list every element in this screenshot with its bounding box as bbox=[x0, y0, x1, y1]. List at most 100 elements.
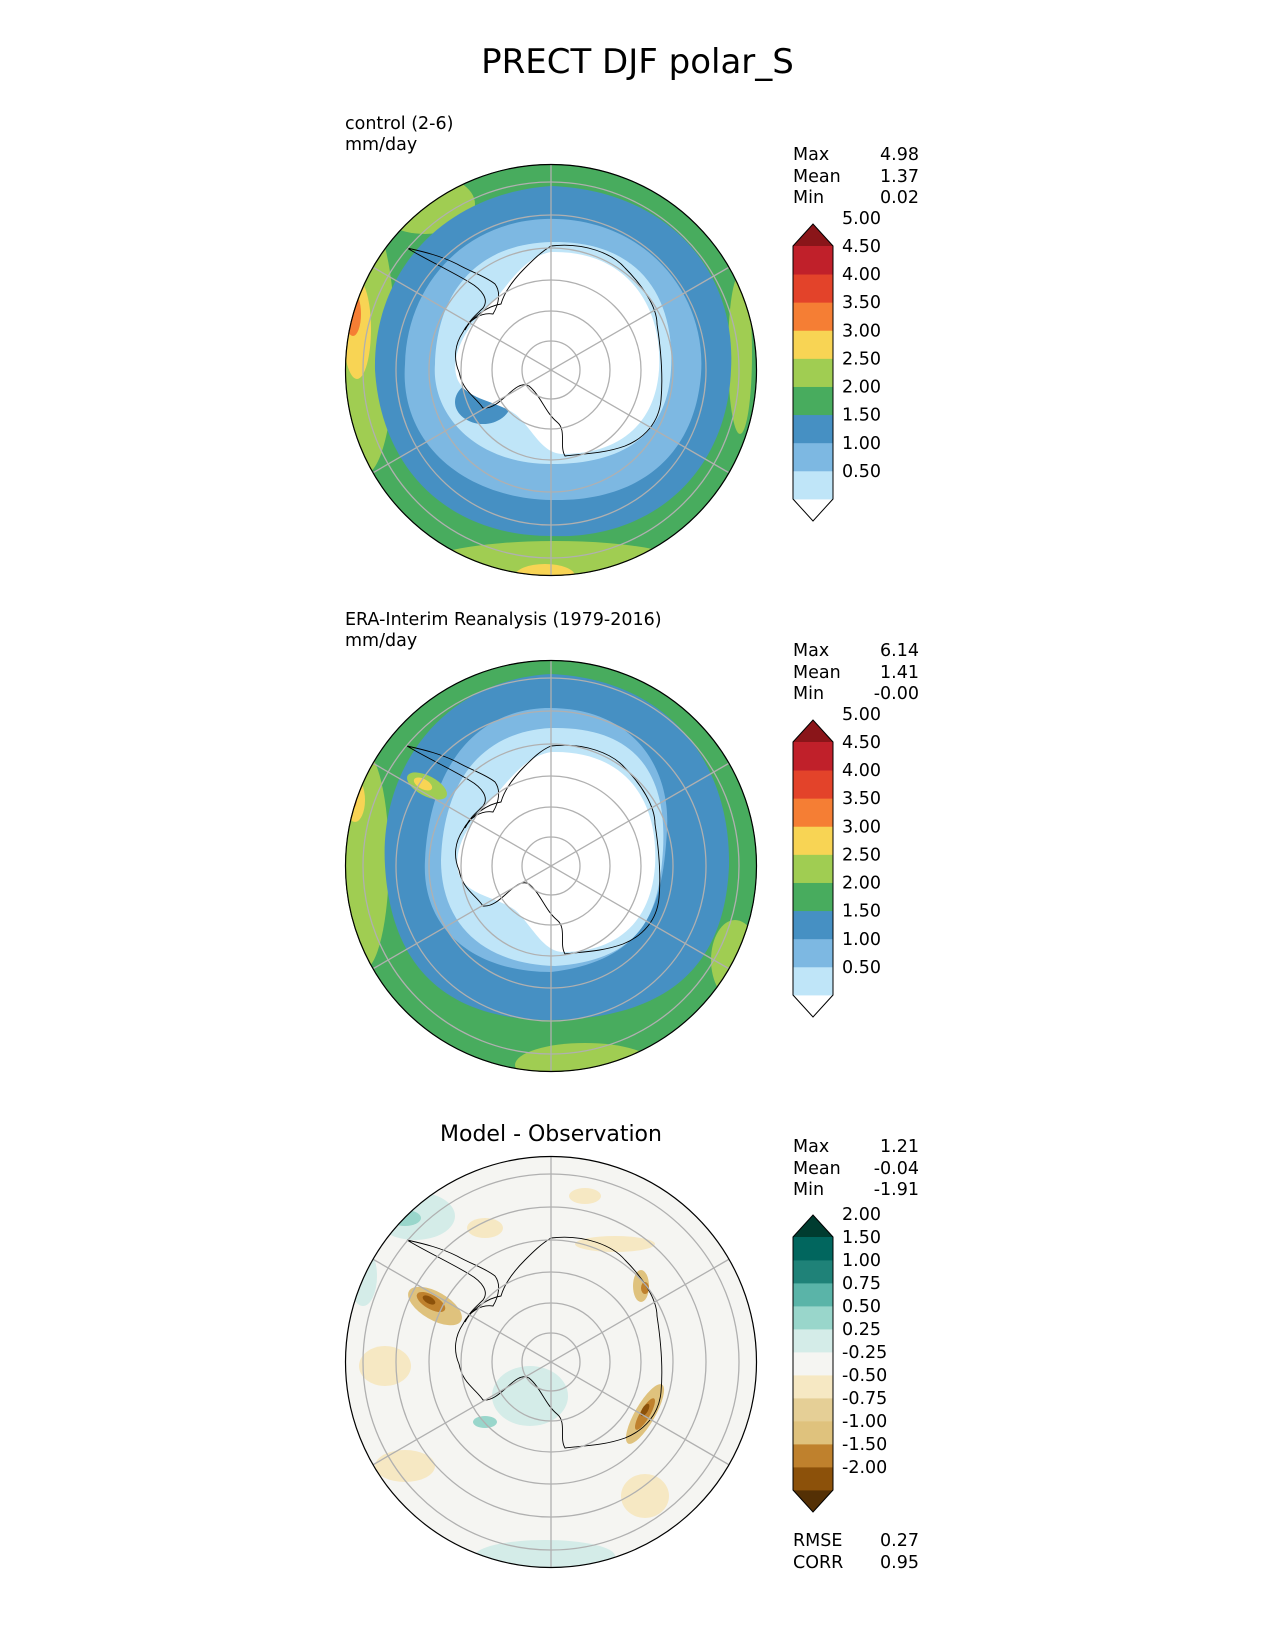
region-tan bbox=[375, 1450, 435, 1482]
colorbar-tick-label: 3.00 bbox=[842, 817, 881, 837]
graticule bbox=[362, 1156, 740, 1568]
stat-name: Min bbox=[793, 188, 825, 208]
colorbar-tick-label: 3.50 bbox=[842, 789, 881, 809]
colorbar-tick-label: -1.50 bbox=[842, 1435, 887, 1455]
region-tan bbox=[359, 1346, 411, 1386]
stat-name: Mean bbox=[793, 662, 841, 683]
colorbar-difference: -2.00 -1.50 -1.00 -0.75 -0.50 -0.25 0.25 0.50 0.… bbox=[792, 1205, 887, 1513]
polar-map-test bbox=[344, 163, 758, 577]
stat-value: 6.14 bbox=[880, 641, 919, 661]
panel-reference-label: ERA-Interim Reanalysis (1979-2016) mm/da… bbox=[345, 610, 662, 652]
colorbar-tick-label: -0.25 bbox=[842, 1343, 887, 1363]
colorbar-extend-max bbox=[793, 1215, 833, 1237]
graticule bbox=[362, 660, 740, 1072]
colorbar-bin bbox=[793, 1375, 833, 1399]
stat-name: Min bbox=[793, 1180, 825, 1200]
colorbar-bin bbox=[793, 1421, 833, 1445]
region-tan bbox=[467, 1218, 503, 1238]
colorbar-bin bbox=[793, 442, 833, 472]
colorbar-tick-label: 0.50 bbox=[842, 462, 881, 482]
stats-difference: Max 1.21 Mean -0.04 Min -1.91 bbox=[793, 1137, 919, 1202]
colorbar-bin bbox=[793, 358, 833, 387]
stat-value: 1.21 bbox=[880, 1137, 919, 1157]
metric-value: 0.95 bbox=[880, 1552, 919, 1573]
colorbar-bin bbox=[793, 1444, 833, 1468]
colorbar-tick-label: -2.00 bbox=[842, 1458, 887, 1478]
region-brown-coast bbox=[640, 1403, 650, 1417]
stat-name: Max bbox=[793, 145, 830, 165]
colorbar-tick-label: -0.75 bbox=[842, 1389, 887, 1409]
panel-reference-name: ERA-Interim Reanalysis (1979-2016) bbox=[345, 610, 662, 630]
colorbar-bin bbox=[793, 274, 833, 303]
coastline bbox=[406, 244, 663, 457]
colorbar-tick-label: 5.00 bbox=[842, 705, 881, 725]
stat-value: 1.41 bbox=[880, 662, 919, 683]
colorbar-bin bbox=[793, 246, 833, 275]
colorbar-tick-label: 2.00 bbox=[842, 1205, 881, 1225]
region-tan bbox=[621, 1474, 669, 1518]
stat-name: Max bbox=[793, 641, 830, 661]
colorbar-bin bbox=[793, 1352, 833, 1376]
stat-value: -1.91 bbox=[873, 1180, 919, 1200]
colorbar-outline bbox=[792, 719, 834, 1018]
colorbar-bin bbox=[793, 882, 833, 912]
colorbar-tick-label: 4.00 bbox=[842, 265, 881, 285]
colorbar-tick-label: 2.50 bbox=[842, 349, 881, 369]
colorbar-tick-label: 1.00 bbox=[842, 930, 881, 950]
polar-map-reference bbox=[344, 659, 758, 1073]
region-yellow-peninsula bbox=[413, 777, 433, 791]
coastline bbox=[406, 744, 661, 955]
colorbar-tick-label: 0.50 bbox=[842, 1297, 881, 1317]
colorbar-reference: 0.50 1.00 1.50 2.00 2.50 3.00 3.50 4.00 4.50 5.00 bbox=[792, 705, 881, 1018]
colorbar-bin bbox=[793, 1283, 833, 1307]
colorbar-tick-label: 0.75 bbox=[842, 1274, 881, 1294]
panel-reference-units: mm/day bbox=[345, 631, 418, 651]
panel-difference-title: Model - Observation bbox=[440, 1122, 662, 1147]
colorbar-tick-label: 1.50 bbox=[842, 1228, 881, 1248]
region-yellow bbox=[515, 564, 575, 576]
colorbar-bin bbox=[793, 1467, 833, 1491]
colorbar-extend-min bbox=[793, 499, 833, 521]
colorbar-bin bbox=[793, 330, 833, 359]
stat-value: 0.02 bbox=[880, 188, 919, 208]
region-brown-coast bbox=[641, 1282, 649, 1294]
stat-name: Min bbox=[793, 684, 825, 704]
colorbar-bin bbox=[793, 826, 833, 855]
colorbar-bin bbox=[793, 1260, 833, 1284]
colorbar-tick-label: 1.50 bbox=[842, 902, 881, 922]
colorbar-tick-label: 1.50 bbox=[842, 406, 881, 426]
colorbar-bin bbox=[793, 1237, 833, 1261]
colorbar-tick-label: 4.00 bbox=[842, 761, 881, 781]
stat-value: 1.37 bbox=[880, 166, 919, 187]
colorbar-tick-label: -0.50 bbox=[842, 1366, 887, 1386]
stats-reference: Max 6.14 Mean 1.41 Min -0.00 bbox=[793, 641, 919, 706]
colorbar-bin bbox=[793, 910, 833, 940]
colorbar-tick-label: 3.00 bbox=[842, 321, 881, 341]
colorbar-tick-label: -1.00 bbox=[842, 1412, 887, 1432]
panel-test-label: control (2-6) mm/day bbox=[345, 114, 453, 156]
colorbar-bin bbox=[793, 742, 833, 771]
colorbar-bin bbox=[793, 770, 833, 799]
stat-value: -0.00 bbox=[873, 684, 919, 704]
stats-test: Max 4.98 Mean 1.37 Min 0.02 bbox=[793, 145, 919, 210]
region-teal bbox=[473, 1416, 497, 1428]
figure-title: PRECT DJF polar_S bbox=[481, 42, 794, 82]
region-teal bbox=[349, 1246, 377, 1306]
colorbar-bin bbox=[793, 966, 833, 996]
colorbar-tick-label: 1.00 bbox=[842, 434, 881, 454]
panel-test-units: mm/day bbox=[345, 135, 418, 155]
graticule bbox=[362, 164, 740, 576]
region-tan bbox=[569, 1188, 601, 1204]
stat-name: Mean bbox=[793, 1158, 841, 1179]
region-yellowgreen bbox=[515, 1043, 655, 1072]
colorbar-bin bbox=[793, 938, 833, 968]
colorbar-outline bbox=[792, 223, 834, 522]
region-teal bbox=[492, 1366, 568, 1426]
colorbar-extend-min bbox=[793, 1490, 833, 1512]
panel-test-name: control (2-6) bbox=[345, 114, 454, 134]
colorbar-tick-label: 2.00 bbox=[842, 874, 881, 894]
colorbar-bin bbox=[793, 1398, 833, 1422]
colorbar-bin bbox=[793, 1329, 833, 1353]
metric-value: 0.27 bbox=[880, 1531, 919, 1551]
region-yellowgreen bbox=[728, 274, 752, 434]
